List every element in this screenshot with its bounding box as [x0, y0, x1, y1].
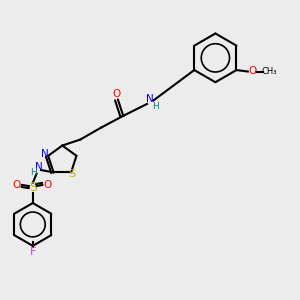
Text: N: N	[146, 94, 154, 104]
Text: O: O	[13, 180, 21, 190]
Text: H: H	[152, 102, 159, 111]
Text: O: O	[112, 89, 121, 99]
Text: F: F	[30, 247, 36, 257]
Text: O: O	[248, 66, 256, 76]
Text: N: N	[41, 149, 49, 159]
Text: S: S	[68, 169, 75, 179]
Text: N: N	[35, 162, 43, 172]
Text: S: S	[29, 181, 37, 194]
Text: H: H	[30, 168, 37, 177]
Text: CH₃: CH₃	[261, 67, 277, 76]
Text: O: O	[44, 180, 52, 190]
